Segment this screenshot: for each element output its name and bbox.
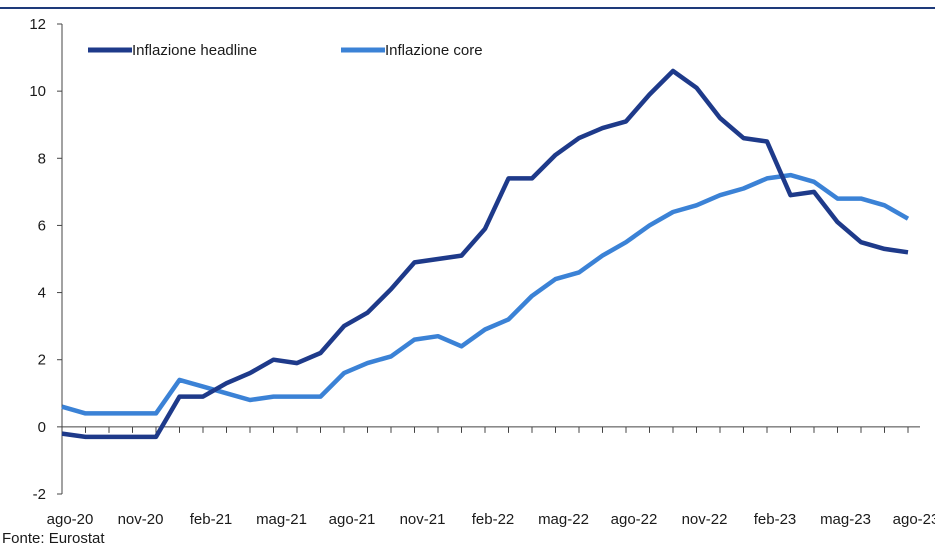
x-tick-label: nov-20 — [118, 511, 164, 528]
legend: Inflazione headline Inflazione core — [88, 42, 483, 59]
legend-item-core: Inflazione core — [341, 42, 483, 59]
x-tick-label: nov-21 — [400, 511, 446, 528]
x-tick-label: feb-21 — [190, 511, 233, 528]
x-tick-label: feb-23 — [754, 511, 797, 528]
x-tick-label: ago-21 — [329, 511, 376, 528]
y-tick-label: 6 — [38, 217, 46, 234]
headline-series-line — [61, 68, 909, 440]
legend-label: Inflazione headline — [132, 42, 257, 59]
y-tick-label: 12 — [29, 16, 46, 33]
y-tick-label: 0 — [38, 419, 46, 436]
core-series-line — [61, 172, 910, 416]
y-tick-label: 10 — [29, 83, 46, 100]
x-tick-label: mag-21 — [256, 511, 307, 528]
x-tick-label: mag-23 — [820, 511, 871, 528]
source-note: Fonte: Eurostat — [2, 530, 105, 547]
x-tick-label: ago-23 — [893, 511, 935, 528]
legend-item-headline: Inflazione headline — [88, 42, 257, 59]
y-tick-label: 2 — [38, 352, 46, 369]
axes: -2 0 2 4 6 8 10 12 ago-20 nov-20 feb-21 mag-21 ago-2… — [29, 16, 935, 528]
x-tick-label: mag-22 — [538, 511, 589, 528]
x-tick-label: ago-22 — [611, 511, 658, 528]
y-tick-label: -2 — [33, 486, 46, 503]
series-layer — [61, 68, 910, 440]
x-tick-label: ago-20 — [47, 511, 94, 528]
legend-label: Inflazione core — [385, 42, 483, 59]
x-tick-label: feb-22 — [472, 511, 515, 528]
y-tick-label: 4 — [38, 285, 46, 302]
x-tick-label: nov-22 — [682, 511, 728, 528]
y-tick-label: 8 — [38, 150, 46, 167]
